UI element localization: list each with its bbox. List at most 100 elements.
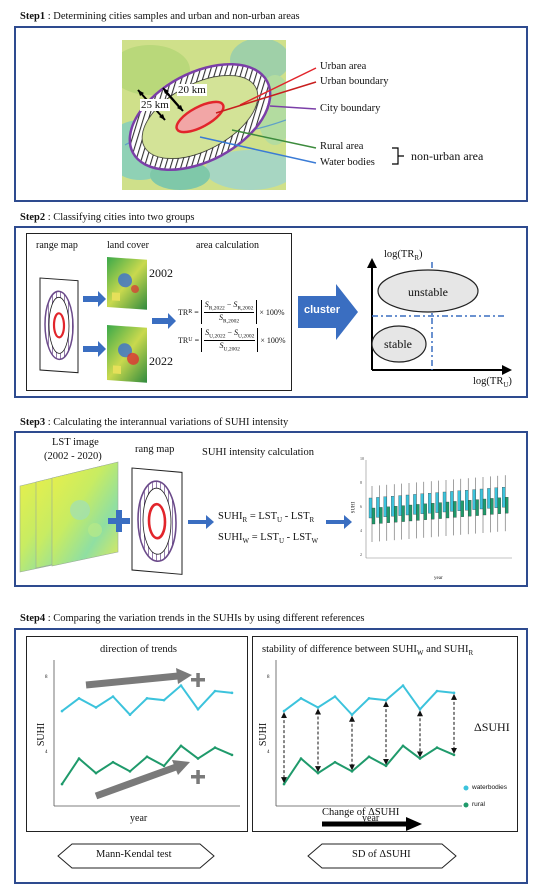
step1-label: Step1 [20, 11, 46, 22]
tr-u-lhs: TR [178, 335, 189, 345]
tr-u-s1-sub: U,2022 [209, 333, 226, 340]
step2-title: Step2 : Classifying cities into two grou… [20, 212, 194, 223]
tr-r-den: S [219, 312, 224, 322]
log-tr-r-sub: R [414, 254, 420, 263]
step3-title: Step3 : Calculating the interannual vari… [20, 417, 288, 428]
step2-inner-box [26, 233, 292, 391]
log-tr-r-label: log(TRR) [384, 249, 423, 263]
right-title-sub-r: R [468, 649, 474, 658]
lst-years-label: (2002 - 2020) [44, 451, 102, 462]
right-title-a: stability of difference between SUHI [262, 644, 417, 655]
tr-r-den-sub: R,2002 [223, 318, 240, 325]
right-plot-box [252, 636, 518, 832]
tr-u-numerator: SU,2022 − SU,2002 [204, 328, 256, 341]
tr-r-s2: S [233, 300, 238, 309]
right-title-sub-w: W [416, 649, 424, 658]
step1-panel [14, 26, 528, 202]
tr-u-formula: TR U = SU,2022 − SU,2002 SU,2002 × 100% [178, 328, 286, 353]
mini-xlabel: year [434, 576, 443, 581]
tr-u-den: S [219, 340, 224, 350]
tr-u-denominator: SU,2002 [220, 341, 240, 353]
tr-u-tail: × 100% [260, 335, 286, 345]
rang-map-label: rang map [135, 444, 175, 455]
method-right-label: SD of ΔSUHI [352, 849, 411, 860]
right-ylabel: SUHI [258, 722, 270, 747]
left-plot-title: direction of trends [100, 644, 177, 655]
range-map-label: range map [36, 240, 78, 251]
log-tr-u-label: log(TRU) [473, 376, 512, 390]
eq-w-m: = LST [249, 532, 279, 543]
left-ylabel: SUHI [36, 722, 48, 747]
eq-r-l: SUHI [218, 511, 243, 522]
tr-r-s1-sub: R,2022 [208, 305, 225, 312]
right-xlabel: year [362, 813, 380, 824]
dist-25-label: 25 km [140, 99, 170, 111]
step4-label: Step4 [20, 613, 46, 624]
change-delta-label: Change of ΔSUHI [322, 807, 400, 818]
log-tr-r-text: log(TR [384, 249, 415, 260]
step1-title: Step1 : Determining cities samples and u… [20, 11, 300, 22]
unstable-label: unstable [408, 285, 448, 299]
eq-w-r: - LST [284, 532, 312, 543]
legend-water-bodies: Water bodies [320, 157, 375, 168]
lst-image-label: LST image [52, 437, 99, 448]
tr-r-denominator: SR,2002 [219, 313, 239, 325]
year-2002-label: 2002 [149, 266, 173, 280]
tr-r-frac: SR,2022 − SR,2002 SR,2002 [200, 300, 258, 325]
tr-r-s1: S [204, 300, 209, 309]
right-tick-lo: 4 [267, 750, 270, 755]
stable-label: stable [384, 337, 412, 351]
tr-r-eq: = [192, 307, 201, 317]
right-tick-hi: 8 [267, 675, 270, 680]
year-2022-label: 2022 [149, 354, 173, 368]
step4-title-text: : Comparing the variation trends in the … [45, 613, 365, 624]
non-urban-label: non-urban area [411, 149, 484, 163]
eq-r-ls: R [242, 516, 248, 525]
tr-r-tail: × 100% [259, 307, 285, 317]
tr-r-numerator: SR,2022 − SR,2002 [203, 300, 255, 313]
tr-u-sub: U [188, 337, 193, 344]
eq-w-rs: W [311, 537, 319, 546]
suhi-r-equation: SUHIR = LSTU - LSTR [218, 511, 314, 524]
step1-title-text: : Determining cities samples and urban a… [45, 11, 300, 22]
suhi-w-equation: SUHIW = LSTU - LSTW [218, 532, 318, 545]
suhi-calc-label: SUHI intensity calculation [202, 447, 314, 458]
legend-city-boundary: City boundary [320, 103, 381, 114]
area-calc-label: area calculation [196, 240, 260, 251]
mini-ylabel: SUHI [351, 501, 357, 514]
step3-title-text: : Calculating the interannual variations… [45, 417, 289, 428]
left-xlabel: year [130, 813, 148, 824]
eq-r-rs: R [309, 516, 315, 525]
legend-waterbodies: waterbodies [472, 784, 508, 791]
tr-r-s2-sub: R,2002 [237, 305, 254, 312]
eq-r-r: - LST [282, 511, 310, 522]
step4-title: Step4 : Comparing the variation trends i… [20, 613, 364, 624]
left-tick-lo: 4 [45, 750, 48, 755]
tr-u-s2: S [233, 328, 238, 337]
legend-rural-area: Rural area [320, 141, 364, 152]
tr-u-frac: SU,2022 − SU,2002 SU,2002 [201, 328, 259, 353]
cluster-label: cluster [304, 304, 341, 316]
tr-r-sub: R [188, 309, 193, 316]
step3-label: Step3 [20, 417, 46, 428]
legend-urban-boundary: Urban boundary [320, 76, 389, 87]
legend-rural: rural [472, 801, 486, 808]
method-left-label: Mann-Kendal test [96, 849, 172, 860]
left-plot-box [26, 636, 248, 832]
step2-title-text: : Classifying cities into two groups [45, 212, 195, 223]
legend-urban-area: Urban area [320, 61, 367, 72]
dist-20-label: 20 km [177, 84, 207, 96]
eq-r-ms: U [277, 516, 283, 525]
eq-r-m: = LST [247, 511, 278, 522]
step2-label: Step2 [20, 212, 46, 223]
delta-suhi-label: ΔSUHI [474, 720, 510, 734]
log-tr-u-text: log(TR [473, 376, 504, 387]
tr-u-eq: = [192, 335, 202, 345]
eq-w-l: SUHI [218, 532, 243, 543]
right-title-b: and SUHI [423, 644, 469, 655]
tr-r-formula: TR R = SR,2022 − SR,2002 SR,2002 × 100% [178, 300, 285, 325]
eq-w-ls: W [242, 537, 250, 546]
log-tr-u-sub: U [503, 381, 509, 390]
tr-u-s2-sub: U,2002 [237, 333, 255, 340]
eq-w-ms: U [278, 537, 285, 546]
